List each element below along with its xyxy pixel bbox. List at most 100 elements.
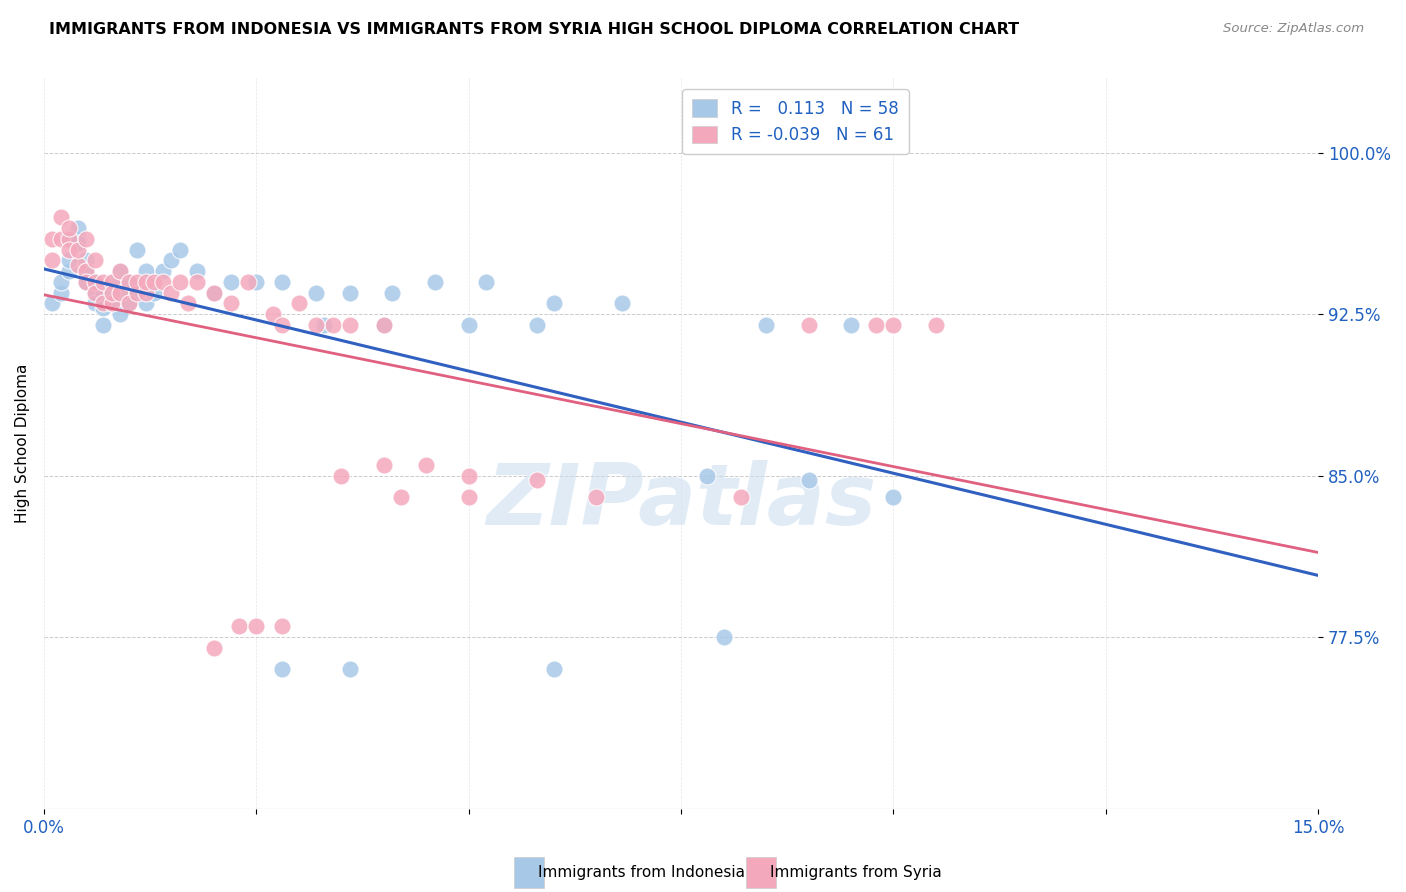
Point [75,232,97,246]
Point [373,318,395,332]
Point [110,285,132,300]
Point [135,296,157,310]
Point [882,490,904,504]
Point [202,285,225,300]
Point [127,243,149,257]
Point [389,490,412,504]
Point [270,275,292,289]
Point [526,473,548,487]
Point [66,236,89,251]
Point [75,275,97,289]
Point [93,318,115,332]
Point [236,275,259,289]
Point [177,296,200,310]
Point [49,232,72,246]
Point [58,264,80,278]
Point [305,318,328,332]
Point [101,275,124,289]
Point [110,264,132,278]
Point [474,275,496,289]
Point [127,275,149,289]
Point [270,662,292,676]
Point [543,662,565,676]
Point [118,275,141,289]
Point [58,232,80,246]
Point [75,264,97,278]
Point [83,275,105,289]
Point [49,211,72,225]
Point [152,264,174,278]
Point [219,275,242,289]
Point [373,458,395,472]
Point [58,232,80,246]
Point [118,296,141,310]
Point [339,318,361,332]
Point [797,318,820,332]
Point [585,490,607,504]
Point [83,285,105,300]
Point [270,619,292,633]
Text: Immigrants from Indonesia: Immigrants from Indonesia [538,865,745,880]
Point [66,258,89,272]
Point [865,318,887,332]
Point [186,275,208,289]
Point [118,296,141,310]
Point [373,318,395,332]
Point [41,296,63,310]
Point [245,619,267,633]
Point [730,490,752,504]
Point [186,264,208,278]
Point [143,275,166,289]
Point [696,468,718,483]
Point [755,318,778,332]
Text: Source: ZipAtlas.com: Source: ZipAtlas.com [1223,22,1364,36]
Point [202,640,225,655]
Point [58,221,80,235]
Point [75,275,97,289]
Point [66,243,89,257]
Point [58,253,80,268]
Point [339,285,361,300]
Point [135,264,157,278]
Point [202,285,225,300]
Point [925,318,948,332]
Point [322,318,344,332]
Point [127,285,149,300]
Point [83,296,105,310]
Point [93,301,115,315]
Point [66,221,89,235]
Point [83,275,105,289]
Point [58,243,80,257]
Point [543,296,565,310]
Point [93,296,115,310]
Point [66,232,89,246]
Point [287,296,309,310]
Point [118,275,141,289]
Point [93,285,115,300]
Point [49,285,72,300]
Point [169,243,191,257]
Point [135,285,157,300]
Point [49,275,72,289]
Point [41,253,63,268]
Point [381,285,404,300]
Point [228,619,250,633]
Point [245,275,267,289]
Text: Immigrants from Syria: Immigrants from Syria [770,865,942,880]
Y-axis label: High School Diploma: High School Diploma [15,364,30,523]
Point [415,458,437,472]
Point [262,307,284,321]
Point [160,253,183,268]
Point [314,318,336,332]
Point [110,264,132,278]
Point [101,296,124,310]
Point [423,275,446,289]
Point [143,285,166,300]
Point [330,468,353,483]
Point [713,630,735,644]
Point [797,473,820,487]
Point [457,490,479,504]
Point [75,253,97,268]
Point [219,296,242,310]
Text: ZIPatlas: ZIPatlas [486,460,876,543]
